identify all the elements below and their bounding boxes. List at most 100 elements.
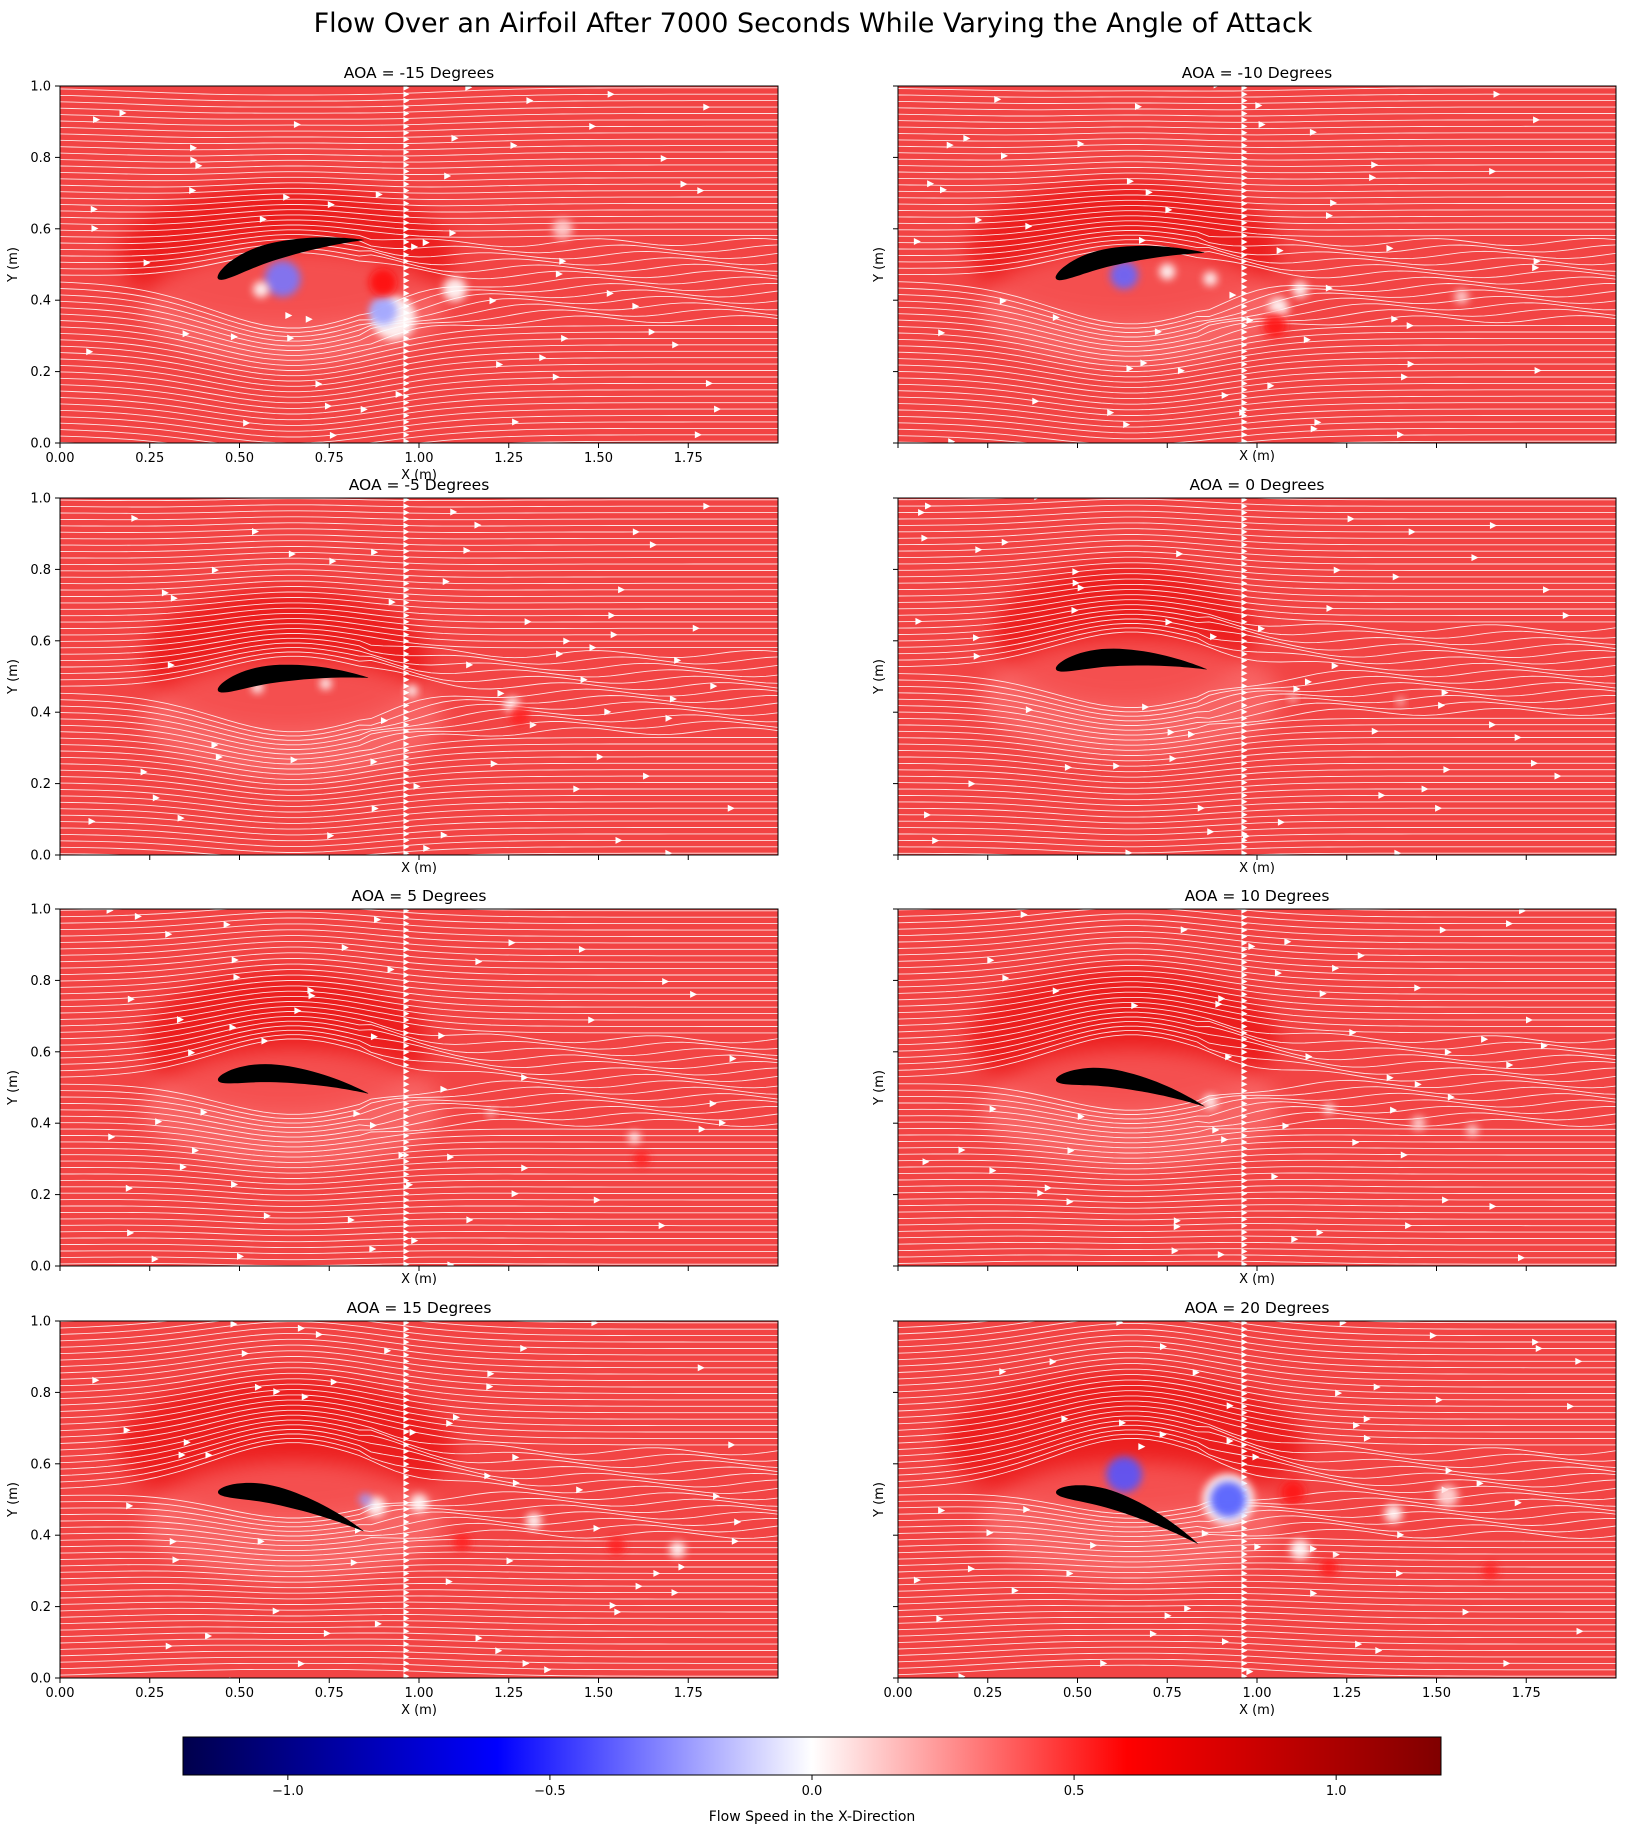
streamline	[898, 138, 1616, 142]
flow-arrow	[512, 1479, 520, 1487]
streamline	[60, 990, 778, 1015]
seam-arrow	[403, 586, 410, 593]
streamline	[898, 225, 1616, 247]
flow-arrow	[125, 1184, 133, 1192]
streamline	[898, 1646, 1616, 1658]
streamline	[60, 749, 778, 775]
seam-arrow	[1241, 1448, 1248, 1455]
seam-arrow	[403, 715, 410, 722]
seam-arrow	[403, 290, 410, 297]
y-tick-label: 1.0	[30, 1315, 51, 1330]
panel-title: AOA = 20 Degrees	[1185, 1299, 1330, 1317]
streamline	[60, 958, 778, 976]
seam-arrow	[1241, 670, 1248, 677]
seam-arrow	[1241, 1113, 1248, 1120]
streamline	[60, 1128, 778, 1148]
streamline	[60, 1338, 778, 1362]
streamline	[60, 1092, 778, 1124]
flow-arrow	[388, 598, 396, 606]
flow-arrow	[143, 259, 151, 267]
streamline	[60, 119, 778, 126]
seam-arrow	[403, 760, 410, 767]
flow-arrow	[1435, 1396, 1443, 1404]
seam-arrow	[403, 1518, 410, 1525]
flow-arrow	[1001, 538, 1009, 546]
seam-arrow	[403, 1209, 410, 1216]
flow-arrow	[1176, 550, 1184, 558]
streamline	[898, 389, 1616, 411]
flow-arrow	[475, 1634, 483, 1642]
seam-arrow	[403, 1203, 410, 1210]
streamline	[60, 917, 778, 931]
flow-arrow	[176, 1016, 184, 1024]
streamline	[898, 627, 1616, 665]
streamline	[898, 1543, 1616, 1552]
seam-arrow	[403, 939, 410, 946]
seam-arrow	[403, 226, 410, 233]
flow-arrow	[506, 1557, 514, 1565]
seam-arrow	[403, 110, 410, 117]
seam-arrow	[403, 1506, 410, 1513]
seam-arrow	[403, 219, 410, 226]
streamline	[898, 395, 1616, 416]
streamline	[60, 170, 778, 175]
streamline	[60, 1437, 778, 1488]
seam-arrow	[1241, 1017, 1248, 1024]
streamline	[60, 427, 778, 443]
flow-arrow	[1319, 990, 1327, 998]
streamline	[60, 1404, 778, 1439]
seam-arrow	[403, 1576, 410, 1583]
panel-title: AOA = -10 Degrees	[1182, 64, 1332, 82]
seam-arrow	[1241, 561, 1248, 568]
x-tick-label: 0.50	[225, 1686, 254, 1701]
flow-arrow	[1090, 1541, 1098, 1549]
flow-arrow	[1025, 222, 1033, 230]
seam-arrow	[1241, 1409, 1248, 1416]
seam-arrow	[1241, 219, 1248, 226]
flow-arrow	[1258, 121, 1266, 129]
seam-arrow	[1241, 1364, 1248, 1371]
streamline	[60, 720, 778, 755]
flow-arrow	[263, 1212, 271, 1220]
x-tick-label: 0.75	[315, 1686, 344, 1701]
streamline	[60, 1583, 778, 1589]
streamline	[898, 1521, 1616, 1538]
flow-arrow	[710, 682, 718, 690]
streamline	[60, 164, 778, 169]
seam-arrow	[1241, 1216, 1248, 1223]
flow-arrow	[241, 1349, 249, 1357]
seam-arrow	[403, 773, 410, 780]
flow-arrow	[1002, 974, 1010, 982]
streamline	[898, 909, 1616, 925]
flow-arrow	[1325, 212, 1333, 220]
streamline	[60, 743, 778, 770]
streamline	[60, 1224, 778, 1231]
flow-arrow	[422, 239, 430, 247]
seam-arrow	[1241, 1351, 1248, 1358]
flow-arrow	[1355, 1640, 1363, 1648]
seam-arrow	[403, 1377, 410, 1384]
streamline	[60, 995, 778, 1021]
flow-arrow	[1406, 322, 1414, 330]
seam-arrow	[403, 695, 410, 702]
wake-vortices	[359, 1493, 686, 1558]
streamline	[898, 295, 1616, 338]
vortex	[1319, 1558, 1338, 1577]
streamline	[898, 370, 1616, 394]
flow-arrow	[559, 257, 567, 265]
streamline	[898, 302, 1616, 343]
flow-arrow	[151, 1255, 159, 1263]
seam-arrow	[1241, 740, 1248, 747]
seam-arrow	[1241, 695, 1248, 702]
streamline	[898, 1321, 1616, 1343]
seam-arrow	[1241, 792, 1248, 799]
flow-arrow	[305, 315, 313, 323]
flow-arrow	[243, 419, 251, 427]
seam-arrow	[403, 824, 410, 831]
streamline	[898, 1322, 1616, 1349]
streamline	[60, 940, 778, 957]
flow-arrow	[261, 1037, 269, 1045]
streamline	[898, 205, 1616, 218]
seam-arrow	[1241, 1615, 1248, 1622]
streamline	[60, 1179, 778, 1191]
